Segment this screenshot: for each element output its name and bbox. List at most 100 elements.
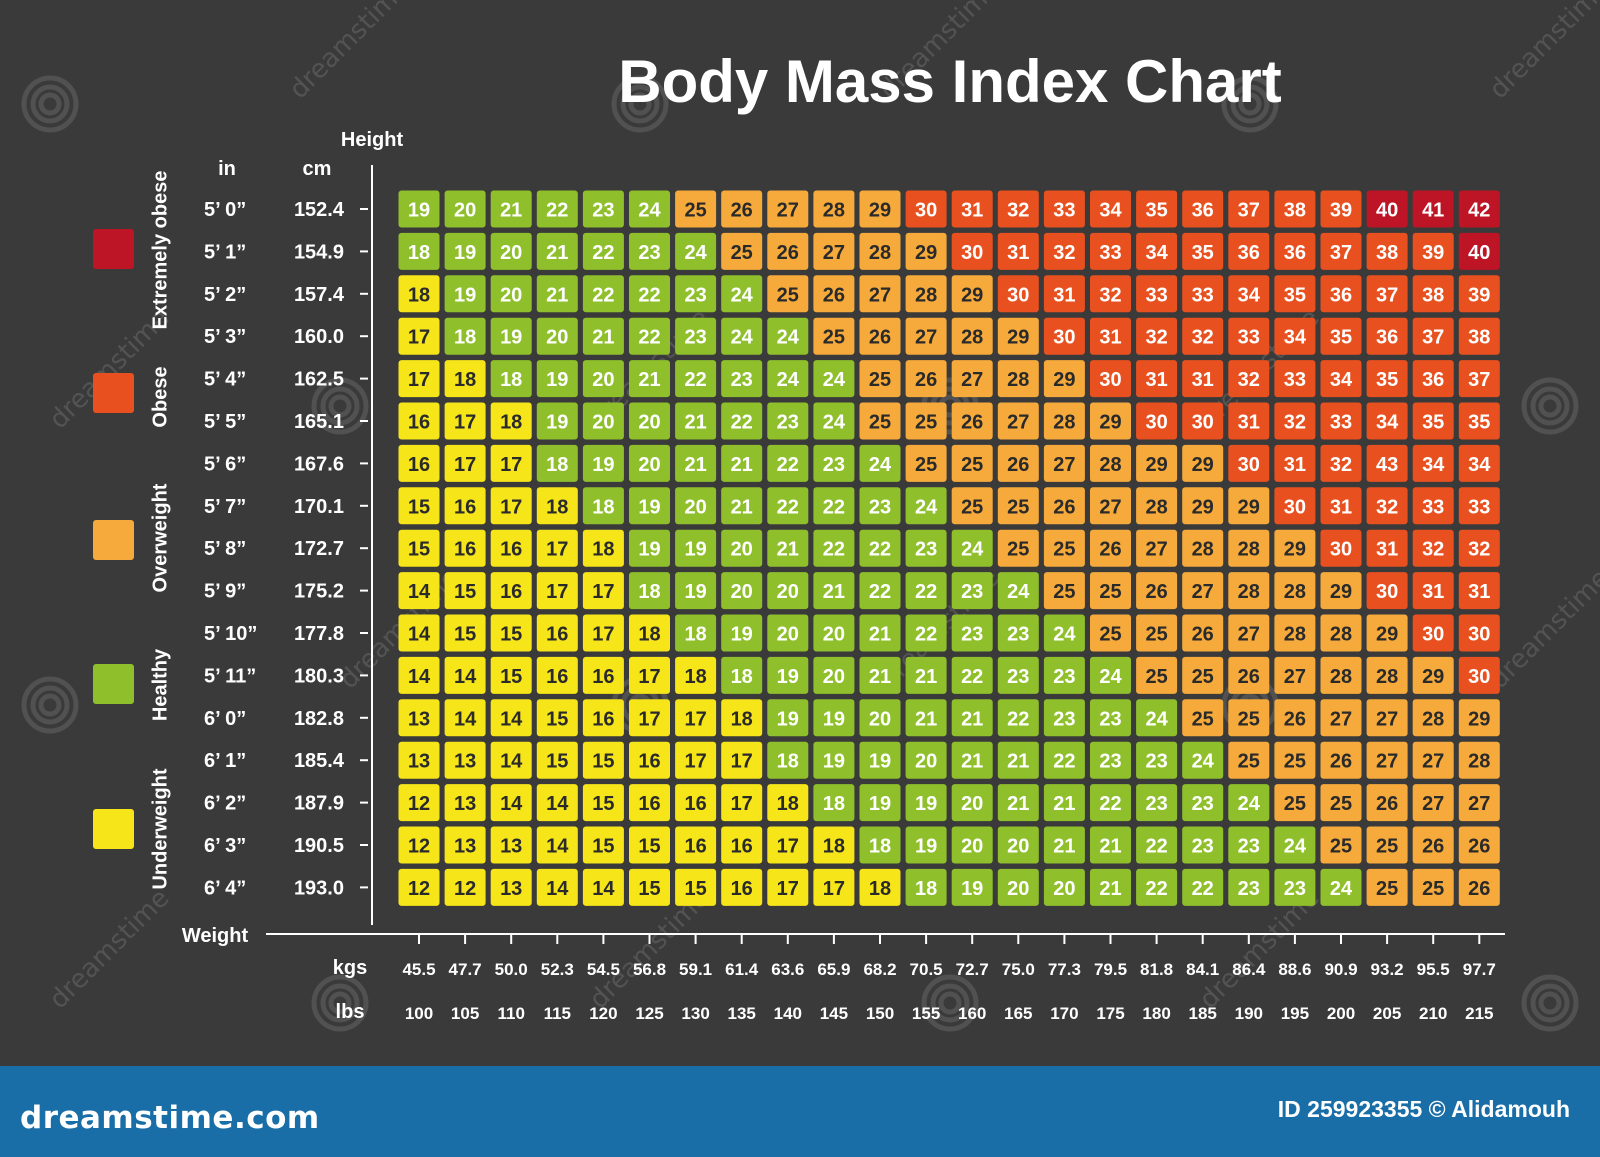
bmi-cell: 25	[1136, 614, 1178, 652]
bmi-cell: 15	[444, 572, 486, 610]
bmi-cell-bg	[675, 826, 717, 864]
bmi-cell: 27	[905, 317, 947, 355]
bmi-cell: 24	[629, 190, 670, 228]
bmi-cell: 23	[1228, 826, 1270, 864]
weight-kg-tick-label: 56.8	[633, 960, 666, 979]
bmi-cell-bg	[398, 868, 440, 906]
watermark-ring	[611, 75, 669, 133]
bmi-cell-value: 18	[731, 708, 753, 730]
bmi-cell: 29	[1182, 487, 1224, 525]
bmi-cell-value: 25	[1053, 539, 1075, 561]
bmi-cell-value: 25	[961, 496, 983, 518]
weight-kg-tick-label: 77.3	[1048, 960, 1081, 979]
bmi-cell-value: 24	[869, 454, 892, 476]
bmi-cell-bg	[767, 444, 809, 482]
bmi-cell: 14	[490, 699, 532, 737]
bmi-cell-value: 20	[961, 836, 983, 858]
bmi-cell: 27	[1366, 741, 1408, 779]
bmi-cell-bg	[536, 868, 578, 906]
bmi-cell-bg	[1090, 190, 1131, 228]
bmi-cell-bg	[813, 360, 855, 398]
bmi-cell-value: 32	[1099, 284, 1121, 306]
bmi-cell: 16	[721, 826, 763, 864]
bmi-cell-bg	[536, 656, 578, 694]
bmi-cell-value: 32	[1145, 327, 1167, 349]
height-cm-tick-label: 177.8	[294, 623, 344, 645]
bmi-cell-value: 17	[638, 708, 660, 730]
bmi-cell-value: 20	[777, 624, 799, 646]
bmi-cell-value: 26	[777, 242, 799, 264]
bmi-cell-bg	[1274, 656, 1316, 694]
bmi-cell-value: 33	[1192, 284, 1214, 306]
bmi-cell-bg	[1090, 275, 1131, 313]
bmi-cell-value: 24	[1007, 581, 1030, 603]
bmi-cell-bg	[444, 317, 486, 355]
bmi-cell-value: 18	[777, 793, 799, 815]
bmi-cell-value: 16	[638, 751, 660, 773]
bmi-cell-value: 23	[638, 242, 660, 264]
bmi-cell-value: 31	[1284, 454, 1306, 476]
bmi-cell-bg	[1136, 572, 1178, 610]
bmi-cell-value: 35	[1192, 242, 1214, 264]
bmi-cell-value: 30	[1053, 327, 1075, 349]
bmi-cell: 30	[997, 275, 1039, 313]
height-in-tick-label: 5’ 6”	[204, 453, 246, 475]
weight-lbs-tick-label: 160	[958, 1004, 986, 1023]
bmi-cell-value: 27	[1284, 666, 1306, 688]
bmi-cell-value: 25	[915, 454, 937, 476]
bmi-cell: 30	[1458, 614, 1500, 652]
bmi-cell-bg	[1412, 784, 1454, 822]
bmi-cell-value: 18	[684, 624, 706, 646]
bmi-cell-bg	[1228, 275, 1270, 313]
bmi-cell-value: 32	[1238, 369, 1260, 391]
bmi-cell-bg	[905, 826, 947, 864]
bmi-cell-value: 17	[408, 369, 430, 391]
bmi-cell-bg	[905, 402, 947, 440]
bmi-cell-value: 33	[1053, 200, 1075, 222]
bmi-cell-value: 24	[731, 327, 754, 349]
bmi-cell: 16	[629, 741, 670, 779]
bmi-cell-value: 17	[546, 581, 568, 603]
bmi-cell-bg	[1136, 444, 1178, 482]
bmi-cell: 18	[490, 402, 532, 440]
bmi-cell-value: 19	[408, 200, 430, 222]
bmi-cell: 30	[1412, 614, 1454, 652]
bmi-cell-bg	[536, 529, 578, 567]
bmi-cell: 15	[536, 699, 578, 737]
bmi-cell: 13	[490, 826, 532, 864]
watermark-ring	[1530, 983, 1570, 1023]
bmi-cell: 32	[1366, 487, 1408, 525]
bmi-cell-value: 22	[684, 369, 706, 391]
bmi-cell: 24	[767, 360, 809, 398]
bmi-cell: 20	[813, 614, 855, 652]
bmi-cell: 18	[675, 614, 717, 652]
bmi-cell-value: 27	[915, 327, 937, 349]
bmi-cell-value: 16	[454, 539, 476, 561]
footer-logo[interactable]: dreamstime.com	[20, 1100, 320, 1136]
bmi-cell: 27	[1228, 614, 1270, 652]
legend-swatch	[93, 809, 134, 849]
bmi-cell-value: 23	[823, 454, 845, 476]
bmi-cell-bg	[905, 190, 947, 228]
weight-kg-tick-label: 59.1	[679, 960, 712, 979]
bmi-cell-value: 22	[915, 624, 937, 646]
bmi-cell-bg	[444, 784, 486, 822]
bmi-cell-bg	[905, 360, 947, 398]
bmi-cell: 23	[1182, 784, 1224, 822]
bmi-cell-value: 18	[823, 836, 845, 858]
bmi-cell: 26	[1228, 656, 1270, 694]
bmi-cell-value: 26	[823, 284, 845, 306]
bmi-cell-bg	[490, 868, 532, 906]
bmi-cell-bg	[1320, 190, 1362, 228]
bmi-cell-bg	[951, 826, 993, 864]
bmi-cell-bg	[1458, 487, 1500, 525]
bmi-cell-value: 26	[1284, 708, 1306, 730]
bmi-cell-bg	[398, 741, 440, 779]
bmi-cell: 17	[767, 826, 809, 864]
bmi-cell-value: 14	[546, 878, 569, 900]
bmi-cell-bg	[629, 275, 670, 313]
bmi-cell-value: 33	[1099, 242, 1121, 264]
bmi-cell-bg	[1366, 699, 1408, 737]
bmi-cell: 25	[675, 190, 717, 228]
bmi-cell-value: 14	[500, 751, 523, 773]
